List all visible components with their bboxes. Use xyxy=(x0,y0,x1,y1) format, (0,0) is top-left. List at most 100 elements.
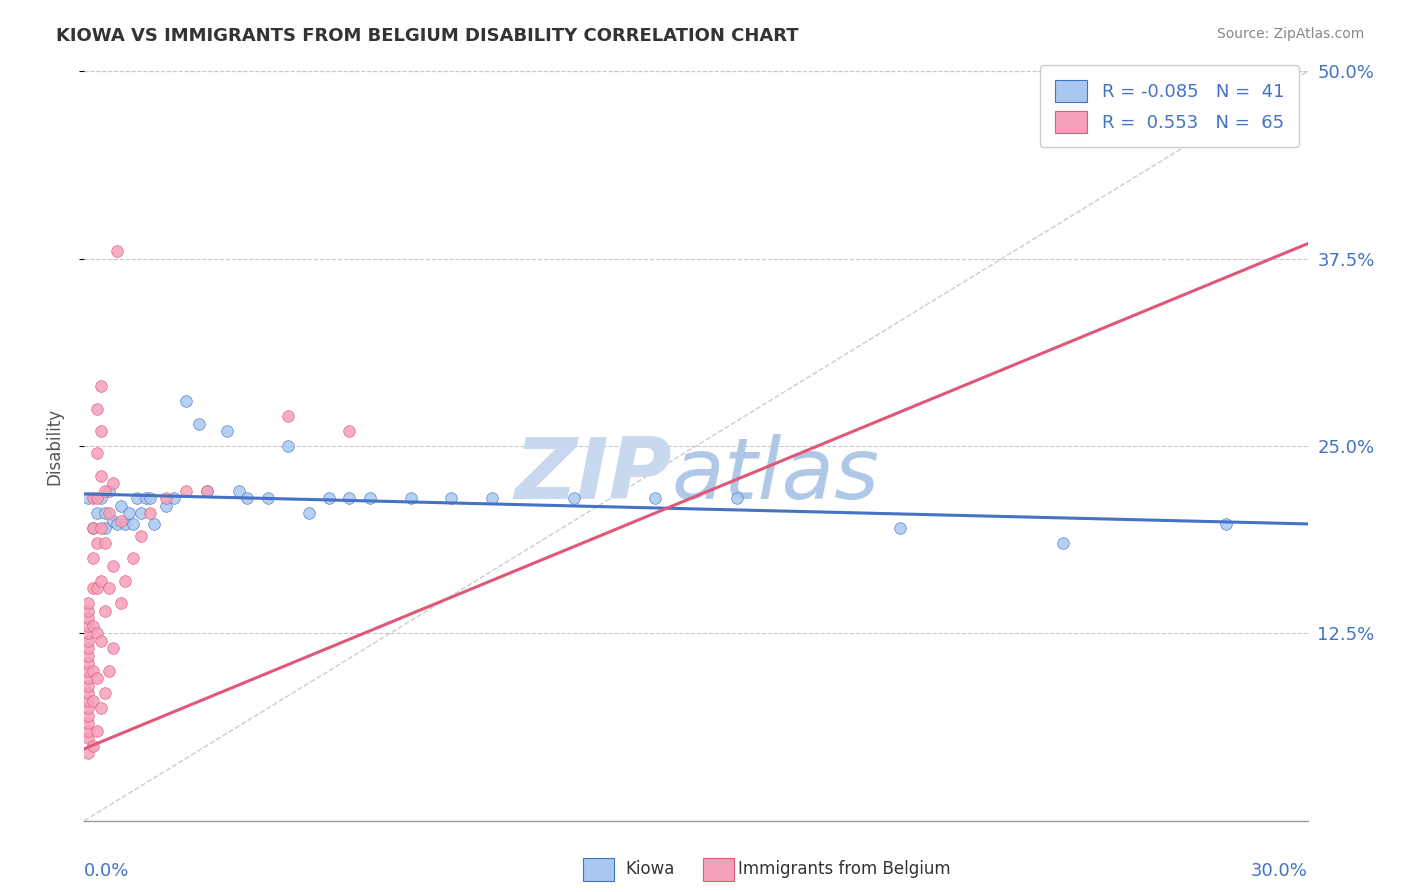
Point xyxy=(339,424,361,438)
Point xyxy=(131,507,153,521)
Point xyxy=(77,679,100,693)
Point xyxy=(90,574,112,588)
Point xyxy=(1052,536,1074,550)
Point xyxy=(93,507,115,521)
Point xyxy=(77,664,100,678)
Point xyxy=(90,701,112,715)
Point xyxy=(77,731,100,746)
Point xyxy=(725,491,748,506)
Point xyxy=(110,596,132,610)
Point xyxy=(277,409,299,423)
Point xyxy=(562,491,585,506)
Point xyxy=(77,671,100,685)
Point xyxy=(86,582,108,596)
Point xyxy=(77,604,100,618)
Point xyxy=(889,521,911,535)
Point xyxy=(105,516,128,531)
Text: Kiowa: Kiowa xyxy=(626,860,675,878)
Point xyxy=(86,671,108,685)
Point xyxy=(77,611,100,625)
Point xyxy=(86,491,108,506)
Point xyxy=(77,619,100,633)
Point xyxy=(114,516,136,531)
Point xyxy=(93,521,115,535)
Point xyxy=(399,491,422,506)
Point xyxy=(110,514,132,528)
Point xyxy=(77,723,100,738)
Point xyxy=(101,641,124,656)
Point xyxy=(359,491,381,506)
Text: 0.0%: 0.0% xyxy=(84,862,129,880)
Point xyxy=(163,491,186,506)
Point xyxy=(90,424,112,438)
Point xyxy=(86,401,108,416)
Point xyxy=(90,521,112,535)
Point xyxy=(122,551,145,566)
Point xyxy=(77,686,100,700)
Point xyxy=(644,491,666,506)
Point xyxy=(82,551,104,566)
Point xyxy=(86,723,108,738)
Point xyxy=(101,514,124,528)
Point xyxy=(97,582,120,596)
Point xyxy=(90,491,112,506)
Point xyxy=(142,516,165,531)
Point xyxy=(257,491,280,506)
Point xyxy=(195,483,218,498)
Point xyxy=(174,394,197,409)
Point xyxy=(118,507,141,521)
Point xyxy=(101,476,124,491)
Point xyxy=(77,657,100,671)
Point xyxy=(236,491,259,506)
Point xyxy=(97,507,120,521)
Point xyxy=(77,694,100,708)
Point xyxy=(481,491,503,506)
Point xyxy=(97,664,120,678)
Point xyxy=(105,244,128,259)
Legend: R = -0.085   N =  41, R =  0.553   N =  65: R = -0.085 N = 41, R = 0.553 N = 65 xyxy=(1040,65,1299,147)
Point xyxy=(122,516,145,531)
Point xyxy=(127,491,149,506)
Text: Immigrants from Belgium: Immigrants from Belgium xyxy=(738,860,950,878)
Point xyxy=(277,439,299,453)
Point xyxy=(138,491,160,506)
Point xyxy=(82,664,104,678)
Point xyxy=(97,483,120,498)
Point xyxy=(86,507,108,521)
Point xyxy=(318,491,340,506)
Point xyxy=(77,491,100,506)
Y-axis label: Disability: Disability xyxy=(45,408,63,484)
Text: 30.0%: 30.0% xyxy=(1251,862,1308,880)
Point xyxy=(82,619,104,633)
Point xyxy=(86,446,108,460)
Point xyxy=(77,626,100,640)
Point xyxy=(228,483,250,498)
Point xyxy=(93,536,115,550)
Point xyxy=(217,424,239,438)
Point xyxy=(90,379,112,393)
Point xyxy=(110,499,132,513)
Point xyxy=(135,491,157,506)
Point xyxy=(86,626,108,640)
Text: KIOWA VS IMMIGRANTS FROM BELGIUM DISABILITY CORRELATION CHART: KIOWA VS IMMIGRANTS FROM BELGIUM DISABIL… xyxy=(56,27,799,45)
Text: atlas: atlas xyxy=(672,434,880,517)
Point xyxy=(155,499,177,513)
Point xyxy=(1215,516,1237,531)
Point xyxy=(155,491,177,506)
Point xyxy=(195,483,218,498)
Point xyxy=(77,633,100,648)
Point xyxy=(82,694,104,708)
Point xyxy=(187,417,209,431)
Point xyxy=(298,507,321,521)
Point xyxy=(174,483,197,498)
Point xyxy=(90,469,112,483)
Point xyxy=(131,529,153,543)
Point xyxy=(86,536,108,550)
Point xyxy=(77,648,100,663)
Point xyxy=(82,582,104,596)
Point xyxy=(93,483,115,498)
Point xyxy=(82,521,104,535)
Point xyxy=(93,686,115,700)
Point xyxy=(77,701,100,715)
Point xyxy=(77,596,100,610)
